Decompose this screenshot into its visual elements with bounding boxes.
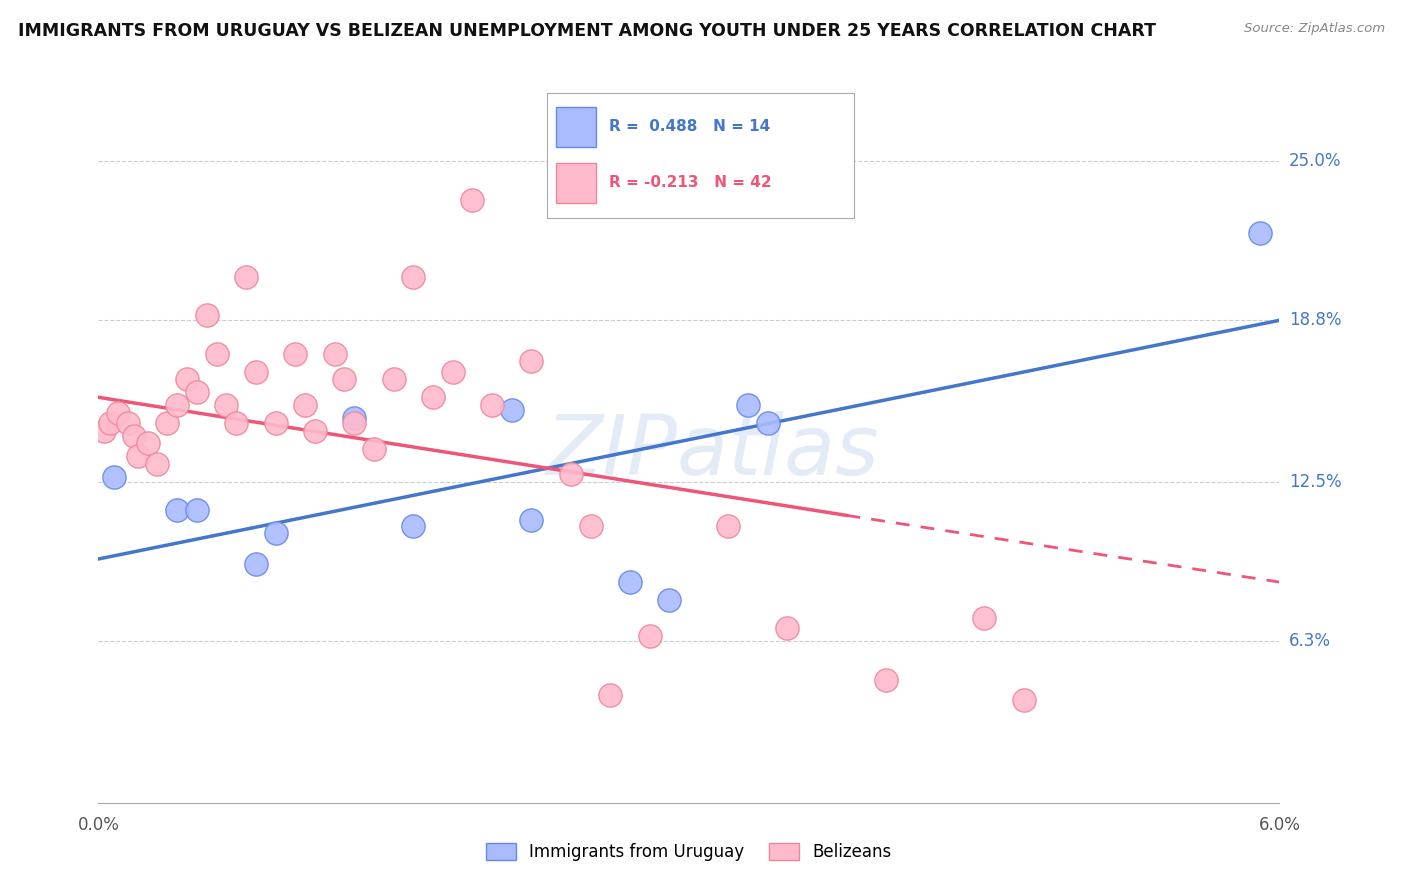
Point xyxy=(619,575,641,590)
Point xyxy=(122,429,145,443)
Point xyxy=(441,365,464,379)
Point xyxy=(304,424,326,438)
Text: 18.8%: 18.8% xyxy=(1289,311,1341,329)
Point xyxy=(481,398,503,412)
Point xyxy=(737,398,759,412)
Point xyxy=(294,398,316,412)
Point xyxy=(245,557,267,571)
Point xyxy=(245,365,267,379)
Point xyxy=(363,442,385,456)
Point xyxy=(343,410,366,425)
Point xyxy=(501,403,523,417)
Point xyxy=(756,416,779,430)
Text: 6.3%: 6.3% xyxy=(1289,632,1331,650)
Point xyxy=(560,467,582,482)
Point xyxy=(166,503,188,517)
Point xyxy=(343,416,366,430)
Point xyxy=(461,193,484,207)
Point xyxy=(402,518,425,533)
Point xyxy=(186,503,208,517)
Point xyxy=(127,450,149,464)
Point xyxy=(599,688,621,702)
Legend: Immigrants from Uruguay, Belizeans: Immigrants from Uruguay, Belizeans xyxy=(479,836,898,868)
Point xyxy=(284,346,307,360)
Point xyxy=(176,372,198,386)
Text: 25.0%: 25.0% xyxy=(1289,153,1341,170)
Point xyxy=(520,514,543,528)
Point xyxy=(186,385,208,400)
Text: Source: ZipAtlas.com: Source: ZipAtlas.com xyxy=(1244,22,1385,36)
Point xyxy=(195,308,218,322)
Point xyxy=(579,518,602,533)
Point xyxy=(205,346,228,360)
Point xyxy=(136,436,159,450)
Point xyxy=(658,593,681,607)
Point xyxy=(333,372,356,386)
Point xyxy=(402,269,425,284)
Point xyxy=(1012,693,1035,707)
Point xyxy=(146,457,169,471)
Point xyxy=(875,673,897,687)
Point xyxy=(215,398,238,412)
Point xyxy=(103,470,125,484)
Point xyxy=(93,424,115,438)
Point xyxy=(98,416,121,430)
Point xyxy=(776,621,799,635)
Point xyxy=(638,629,661,643)
Point xyxy=(235,269,257,284)
Point xyxy=(117,416,139,430)
Point xyxy=(1249,226,1271,240)
Point xyxy=(166,398,188,412)
Text: 12.5%: 12.5% xyxy=(1289,473,1341,491)
Point xyxy=(973,611,995,625)
Point xyxy=(520,354,543,368)
Point xyxy=(717,518,740,533)
Point xyxy=(422,390,444,404)
Text: IMMIGRANTS FROM URUGUAY VS BELIZEAN UNEMPLOYMENT AMONG YOUTH UNDER 25 YEARS CORR: IMMIGRANTS FROM URUGUAY VS BELIZEAN UNEM… xyxy=(18,22,1156,40)
Point xyxy=(107,406,129,420)
Point xyxy=(156,416,179,430)
Point xyxy=(323,346,346,360)
Point xyxy=(382,372,405,386)
Text: ZIPatlas: ZIPatlas xyxy=(546,411,879,492)
Point xyxy=(264,526,287,541)
Point xyxy=(225,416,247,430)
Point xyxy=(264,416,287,430)
